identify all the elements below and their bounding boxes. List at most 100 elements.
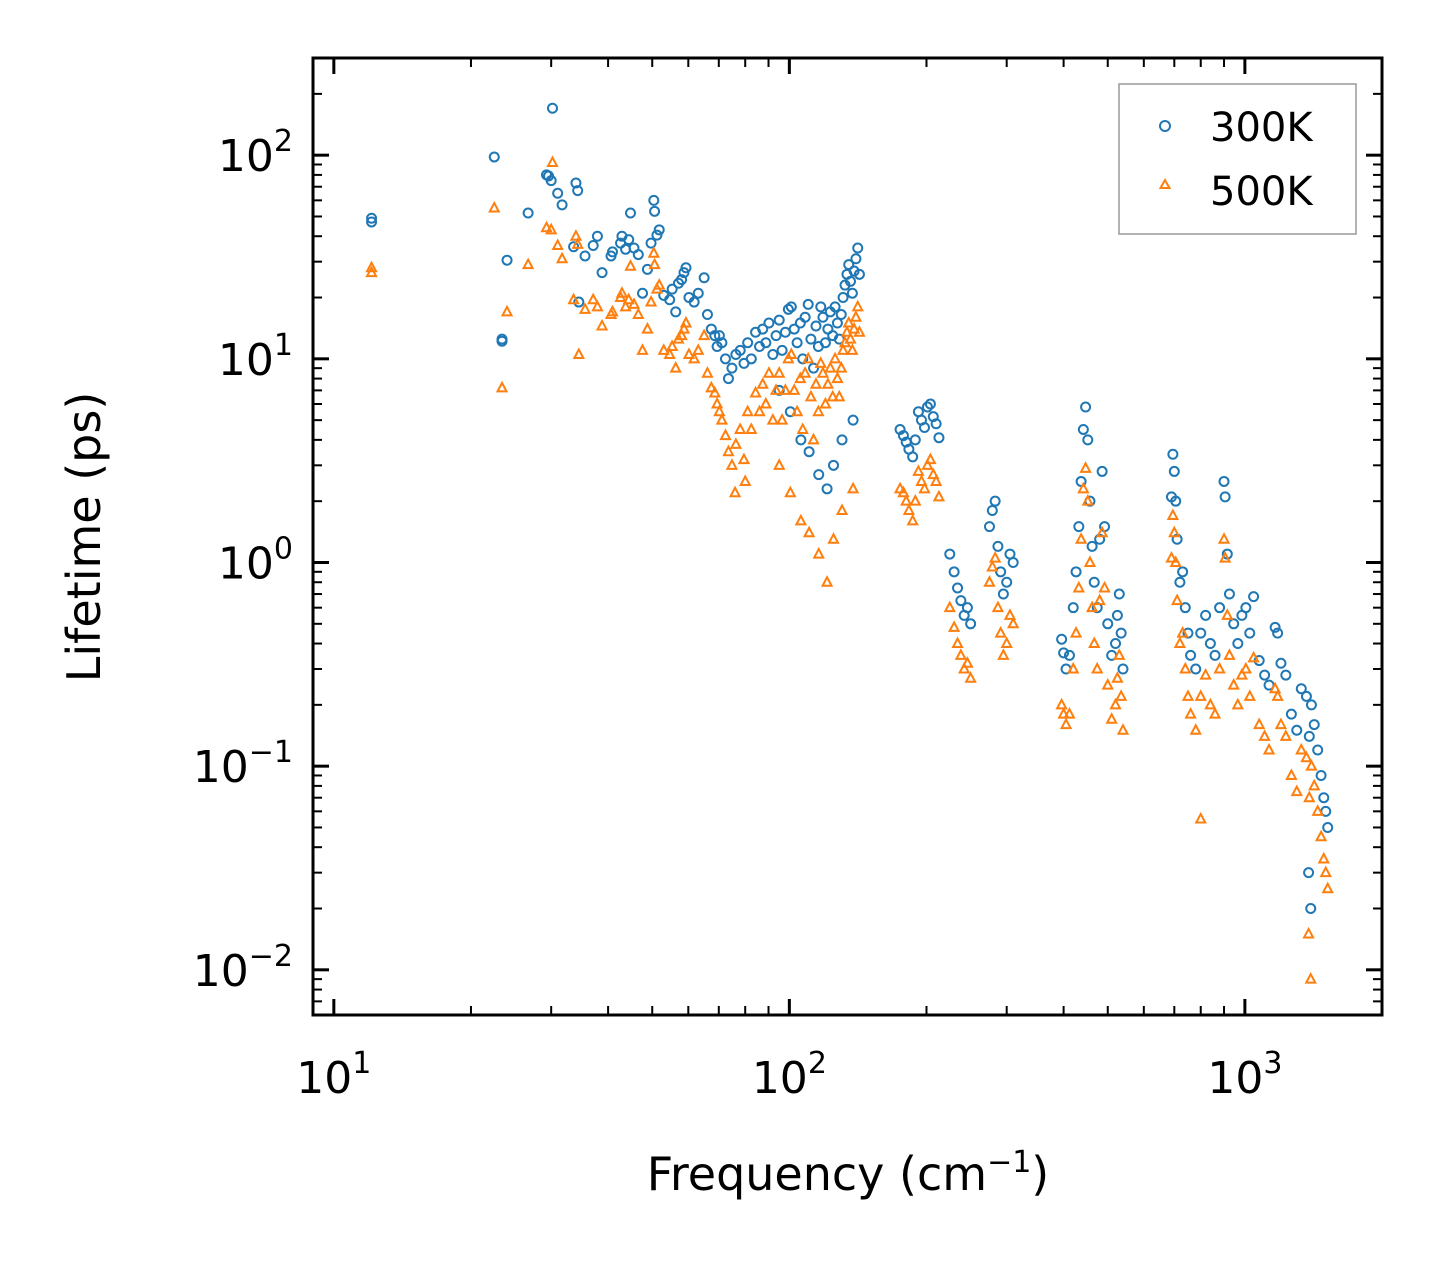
data-point-500k [1194, 811, 1207, 824]
data-point-300k [1223, 588, 1235, 600]
data-point-300k [1086, 540, 1098, 552]
data-point-500k [632, 307, 645, 320]
data-point-300k [1117, 663, 1129, 675]
data-point-300k [852, 242, 864, 254]
data-point-300k [698, 272, 710, 284]
data-point-500k [1204, 697, 1217, 710]
data-point-300k [676, 274, 688, 286]
data-point-500k [729, 437, 743, 449]
data-point-300k [955, 595, 967, 607]
data-point-500k [1308, 778, 1321, 791]
data-point-300k [1308, 719, 1320, 731]
data-point-500k [587, 292, 600, 305]
data-point-500k [824, 361, 837, 373]
data-point-300k [653, 224, 665, 236]
data-point-500k [1165, 551, 1178, 563]
data-point-500k [595, 318, 609, 331]
data-point-300k [986, 505, 998, 517]
data-point-300k [802, 298, 814, 310]
legend-marker-500k [1158, 177, 1172, 189]
data-point-500k [759, 396, 773, 409]
data-point-300k [1295, 683, 1307, 695]
data-point-500k [812, 404, 825, 417]
data-point-500k [796, 422, 809, 434]
y-tick-label: 100 [218, 531, 293, 589]
data-point-300k [488, 151, 500, 163]
data-point-500k [932, 489, 946, 502]
data-point-500k [713, 404, 726, 417]
data-point-500k [1176, 625, 1189, 638]
data-point-500k [715, 413, 729, 425]
data-point-500k [1179, 661, 1192, 674]
data-point-500k [1057, 707, 1070, 719]
data-point-500k [1208, 707, 1222, 719]
data-point-300k [952, 582, 964, 594]
data-point-500k [833, 389, 846, 402]
data-point-500k [1085, 600, 1099, 613]
data-point-500k [1000, 636, 1013, 649]
data-point-500k [921, 458, 934, 470]
data-point-300k [1070, 566, 1082, 578]
data-point-300k [1303, 730, 1315, 742]
data-point-500k [540, 220, 553, 233]
data-point-300k [1318, 792, 1330, 804]
data-point-500k [814, 356, 827, 368]
data-point-500k [669, 361, 682, 373]
data-point-500k [1055, 697, 1068, 710]
data-point-500k [737, 452, 751, 465]
data-point-300k [785, 301, 797, 313]
data-point-500k [820, 575, 834, 587]
data-point-300k [591, 230, 603, 242]
data-point-300k [1200, 609, 1212, 621]
data-point-500k [753, 404, 766, 417]
data-point-300k [835, 309, 847, 321]
data-point-500k [1285, 768, 1298, 780]
data-point-500k [725, 458, 739, 470]
data-point-500k [1279, 729, 1292, 741]
data-point-500k [1239, 661, 1253, 674]
data-point-300k [573, 296, 585, 308]
data-point-300k [907, 451, 919, 463]
data-point-500k [773, 458, 786, 470]
data-point-300k [829, 301, 841, 313]
data-point-300k [944, 548, 956, 560]
data-point-300k [961, 602, 973, 614]
data-point-300k [992, 540, 1004, 552]
data-point-300k [791, 337, 803, 349]
data-point-500k [769, 383, 783, 395]
data-point-500k [844, 331, 857, 344]
data-point-500k [842, 315, 855, 328]
data-point-300k [1102, 618, 1114, 630]
data-point-300k [1232, 638, 1244, 650]
data-point-500k [728, 485, 742, 498]
data-point-300k [1218, 475, 1230, 487]
data-point-300k [997, 588, 1009, 600]
data-point-300k [606, 246, 618, 258]
data-point-500k [1194, 689, 1207, 701]
data-point-300k [632, 249, 644, 261]
data-point-300k [1209, 649, 1221, 661]
data-point-300k [1190, 663, 1202, 675]
data-point-500k [775, 413, 789, 425]
data-point-500k [545, 222, 558, 235]
data-point-500k [773, 366, 786, 378]
legend-marker-300k [1159, 120, 1171, 132]
data-point-300k [1080, 401, 1092, 413]
data-point-500k [648, 257, 661, 270]
data-point-500k [1088, 636, 1101, 649]
data-point-500k [675, 328, 688, 341]
data-point-300k [545, 175, 557, 187]
data-point-300k [1067, 602, 1079, 614]
data-point-500k [1166, 508, 1180, 521]
data-point-500k [846, 343, 859, 355]
data-point-500k [851, 299, 864, 312]
data-point-500k [1243, 689, 1256, 701]
data-point-500k [719, 428, 732, 441]
data-point-500k [1311, 804, 1324, 816]
data-point-300k [828, 459, 840, 471]
data-point-500k [677, 321, 691, 334]
data-point-300k [719, 353, 731, 365]
data-point-500k [909, 494, 922, 506]
data-point-500k [915, 474, 928, 486]
data-point-500k [835, 503, 849, 516]
